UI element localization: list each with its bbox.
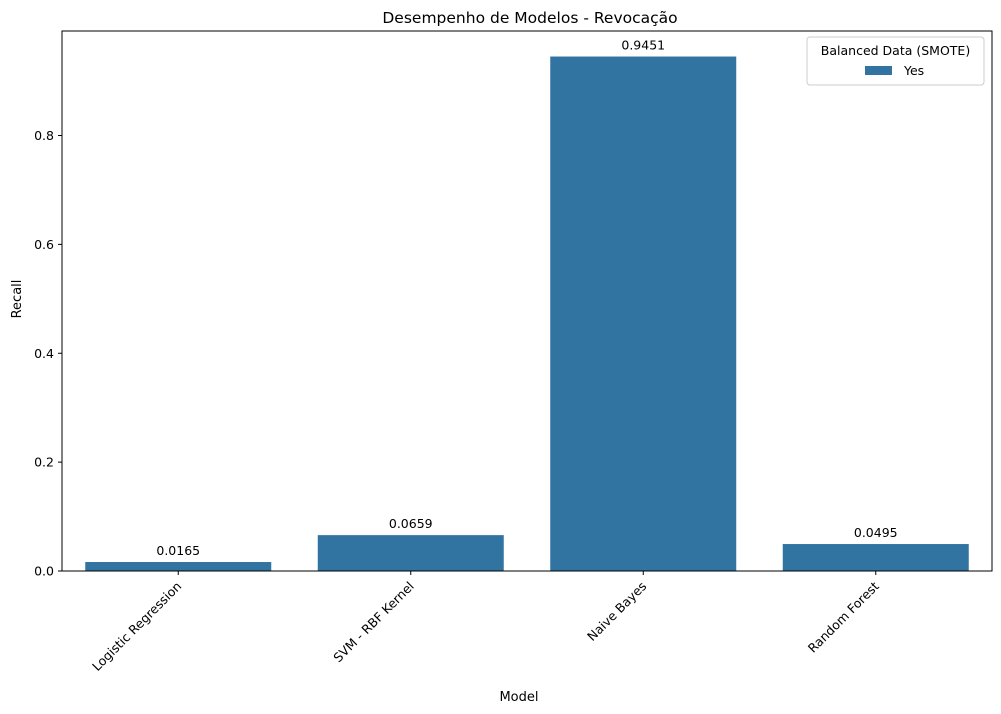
legend-swatch: [865, 66, 892, 75]
x-tick-label: Random Forest: [805, 578, 882, 655]
y-tick-label: 0.2: [34, 455, 54, 470]
x-tick-label: Naive Bayes: [584, 579, 649, 644]
plot-frame: [61, 30, 993, 572]
plot-area: 0.0165 0.0659 0.9451 0.0495 0.0 0.2 0.4 0.6 0.8 L…: [34, 30, 993, 674]
legend-frame: [806, 36, 985, 86]
bar-value-label: 0.0165: [156, 543, 200, 558]
x-tick-label: SVM - RBF Kernel: [330, 579, 417, 666]
bar: [782, 544, 969, 571]
chart-title: Desempenho de Modelos - Revocação: [382, 9, 677, 27]
x-tick-label: Logistic Regression: [89, 579, 184, 674]
bar-value-label: 0.0495: [854, 525, 898, 540]
bar-value-label: 0.9451: [621, 38, 665, 53]
y-tick-label: 0.6: [34, 237, 54, 252]
bar: [550, 56, 737, 571]
bar-value-label: 0.0659: [389, 516, 433, 531]
legend-entry-label: Yes: [903, 63, 924, 78]
y-tick-label: 0.0: [34, 564, 54, 579]
bar: [317, 535, 504, 571]
legend-title: Balanced Data (SMOTE): [821, 43, 970, 58]
legend: Balanced Data (SMOTE) Yes: [806, 36, 985, 86]
y-tick-label: 0.8: [34, 128, 54, 143]
bar: [85, 562, 272, 571]
y-axis-label: Recall: [10, 280, 25, 319]
x-axis-label: Model: [499, 690, 538, 705]
y-tick-label: 0.4: [34, 346, 54, 361]
